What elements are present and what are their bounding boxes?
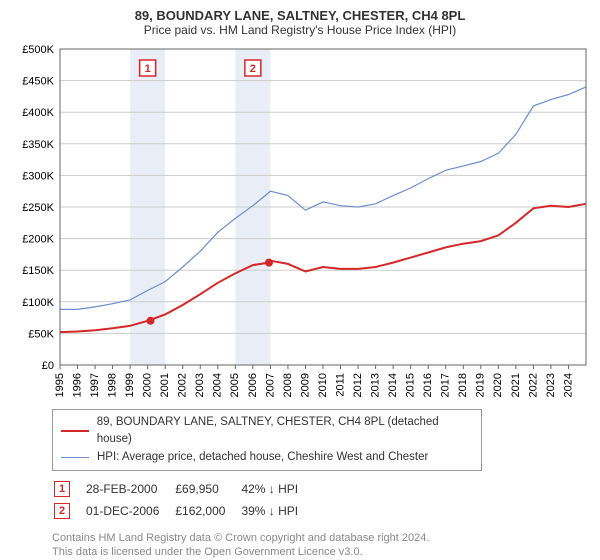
x-tick-label: 2002 xyxy=(177,373,189,397)
x-tick-label: 2003 xyxy=(194,373,206,397)
sale-dot xyxy=(146,317,154,325)
chart-marker-label: 1 xyxy=(145,63,151,75)
transaction-marker: 1 xyxy=(54,481,70,497)
x-tick-label: 2001 xyxy=(159,373,171,397)
x-tick-label: 2009 xyxy=(299,373,311,397)
x-tick-label: 2014 xyxy=(387,373,399,397)
x-tick-label: 1996 xyxy=(71,373,83,397)
legend-label-hpi: HPI: Average price, detached house, Ches… xyxy=(97,449,428,466)
x-tick-label: 2011 xyxy=(334,373,346,397)
legend-item-property: 89, BOUNDARY LANE, SALTNEY, CHESTER, CH4… xyxy=(61,414,473,449)
x-tick-label: 2023 xyxy=(545,373,557,397)
legend-item-hpi: HPI: Average price, detached house, Ches… xyxy=(61,449,473,466)
footnote-line1: Contains HM Land Registry data © Crown c… xyxy=(52,531,592,545)
transactions-table: 1 28-FEB-2000£69,95042% ↓ HPI 2 01-DEC-2006… xyxy=(52,477,314,523)
legend-label-property: 89, BOUNDARY LANE, SALTNEY, CHESTER, CH4… xyxy=(97,414,473,449)
footnote: Contains HM Land Registry data © Crown c… xyxy=(52,531,592,560)
footnote-line2: This data is licensed under the Open Gov… xyxy=(52,545,592,559)
x-tick-label: 2012 xyxy=(352,373,364,397)
x-tick-label: 2015 xyxy=(405,373,417,397)
transaction-row: 1 28-FEB-2000£69,95042% ↓ HPI xyxy=(54,479,312,499)
y-tick-label: £300K xyxy=(22,170,54,182)
x-tick-label: 2021 xyxy=(510,373,522,397)
x-tick-label: 2022 xyxy=(527,373,539,397)
transaction-marker: 2 xyxy=(54,503,70,519)
x-tick-label: 2004 xyxy=(212,373,224,397)
x-tick-label: 2017 xyxy=(440,373,452,397)
x-tick-label: 1997 xyxy=(89,373,101,397)
transaction-delta: 42% ↓ HPI xyxy=(241,479,312,499)
sale-dot xyxy=(265,259,273,267)
y-tick-label: £0 xyxy=(42,360,54,372)
transaction-price: £162,000 xyxy=(175,501,239,521)
y-tick-label: £450K xyxy=(22,76,54,88)
transaction-date: 01-DEC-2006 xyxy=(86,501,173,521)
title-subtitle: Price paid vs. HM Land Registry's House … xyxy=(8,23,592,37)
legend-box: 89, BOUNDARY LANE, SALTNEY, CHESTER, CH4… xyxy=(52,409,482,471)
y-tick-label: £150K xyxy=(22,265,54,277)
x-tick-label: 1995 xyxy=(54,373,66,397)
y-tick-label: £100K xyxy=(22,297,54,309)
x-tick-label: 2019 xyxy=(475,373,487,397)
transaction-date: 28-FEB-2000 xyxy=(86,479,173,499)
y-tick-label: £500K xyxy=(22,44,54,56)
y-tick-label: £350K xyxy=(22,139,54,151)
x-tick-label: 2024 xyxy=(562,373,574,397)
x-tick-label: 2000 xyxy=(142,373,154,397)
legend-swatch-hpi xyxy=(61,457,89,458)
y-tick-label: £250K xyxy=(22,202,54,214)
x-tick-label: 2018 xyxy=(457,373,469,397)
x-tick-label: 2008 xyxy=(282,373,294,397)
x-tick-label: 1999 xyxy=(124,373,136,397)
y-tick-label: £50K xyxy=(28,328,54,340)
y-tick-label: £200K xyxy=(22,234,54,246)
x-tick-label: 2007 xyxy=(264,373,276,397)
chart-title-block: 89, BOUNDARY LANE, SALTNEY, CHESTER, CH4… xyxy=(8,8,592,37)
legend-swatch-property xyxy=(61,430,89,432)
transaction-price: £69,950 xyxy=(175,479,239,499)
x-tick-label: 2016 xyxy=(422,373,434,397)
x-tick-label: 2006 xyxy=(247,373,259,397)
x-tick-label: 2020 xyxy=(492,373,504,397)
price-chart: £0 £50K £100K £150K £200K £250K £300K £350K £400… xyxy=(8,43,592,403)
transaction-delta: 39% ↓ HPI xyxy=(241,501,312,521)
title-address: 89, BOUNDARY LANE, SALTNEY, CHESTER, CH4… xyxy=(8,8,592,23)
x-tick-label: 2005 xyxy=(229,373,241,397)
x-tick-label: 2013 xyxy=(370,373,382,397)
chart-marker-label: 2 xyxy=(250,63,256,75)
x-tick-label: 1998 xyxy=(107,373,119,397)
x-tick-label: 2010 xyxy=(317,373,329,397)
y-tick-label: £400K xyxy=(22,107,54,119)
transaction-row: 2 01-DEC-2006£162,00039% ↓ HPI xyxy=(54,501,312,521)
